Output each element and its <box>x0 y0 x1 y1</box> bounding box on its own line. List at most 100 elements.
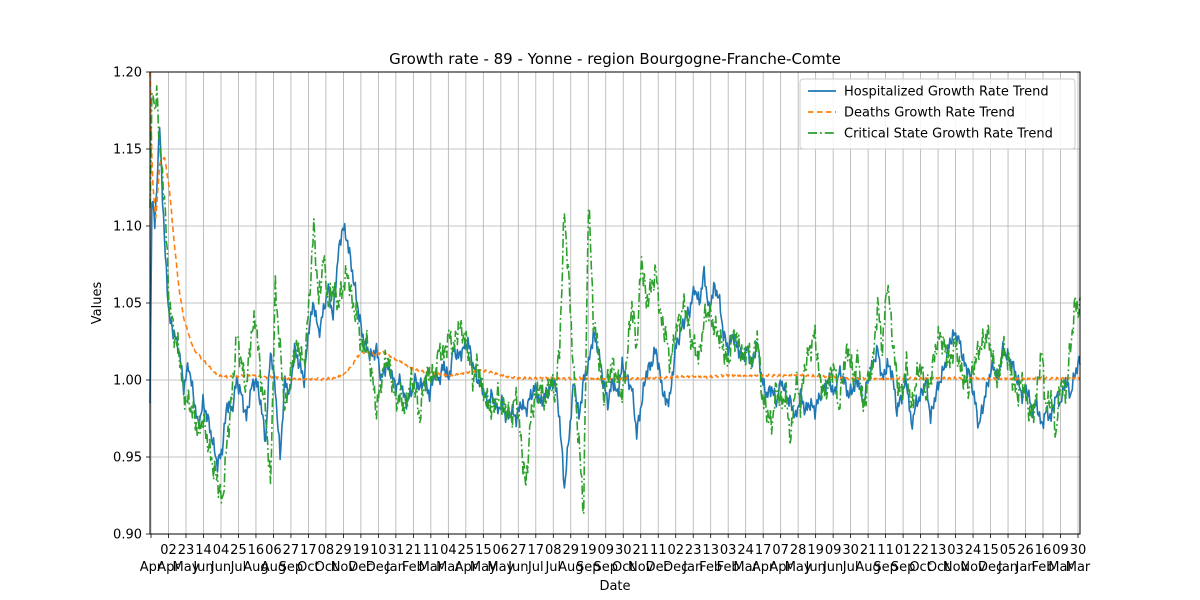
x-tick-day-label: 03 <box>720 543 737 558</box>
x-tick-day-label: 29 <box>335 543 352 558</box>
x-tick-day-label: 25 <box>230 543 247 558</box>
x-tick-day-label: 04 <box>440 543 457 558</box>
x-tick-day-label: 04 <box>213 543 230 558</box>
x-tick-month-label: Jun <box>804 560 825 575</box>
x-tick-month-label: Oct <box>315 560 337 575</box>
x-tick-month-label: Oct <box>909 560 931 575</box>
x-tick-month-label: Dec <box>663 560 688 575</box>
y-axis-ticks: 0.90 0.95 1.00 1.05 1.10 1.15 1.20 <box>113 66 150 543</box>
y-tick-label: 1.20 <box>113 66 142 81</box>
x-tick-month-label: Jul <box>527 560 544 575</box>
x-tick-day-label: 22 <box>912 543 929 558</box>
x-tick-day-label: 01 <box>895 543 912 558</box>
x-tick-month-label: Mar <box>419 560 444 575</box>
x-tick-month-label: Feb <box>1032 560 1055 575</box>
x-tick-month-label: Oct <box>297 560 319 575</box>
x-tick-month-label: Jun <box>822 560 843 575</box>
x-tick-month-label: Sep <box>279 560 304 575</box>
x-tick-month-label: Sep <box>891 560 916 575</box>
x-tick-day-label: 06 <box>265 543 282 558</box>
x-tick-day-label: 05 <box>1000 543 1017 558</box>
x-tick-month-label: Jan <box>1015 560 1036 575</box>
x-axis-label: Date <box>599 579 630 594</box>
x-tick-month-label: Nov <box>960 560 986 575</box>
x-tick-month-label: Sep <box>593 560 618 575</box>
x-tick-month-label: Jan <box>682 560 703 575</box>
x-tick-day-label: 07 <box>772 543 789 558</box>
x-tick-day-label: 19 <box>353 543 370 558</box>
x-tick-month-label: Aug <box>855 560 880 575</box>
x-tick-day-label: 16 <box>1035 543 1052 558</box>
x-tick-day-label: 09 <box>597 543 614 558</box>
x-tick-month-label: Aug <box>243 560 268 575</box>
x-tick-month-label: Jan <box>385 560 406 575</box>
plot-lines <box>149 71 1081 515</box>
x-tick-day-label: 27 <box>283 543 300 558</box>
x-tick-month-label: Nov <box>943 560 969 575</box>
x-tick-day-label: 14 <box>195 543 212 558</box>
x-tick-month-label: Jan <box>997 560 1018 575</box>
legend-label: Hospitalized Growth Rate Trend <box>844 85 1049 100</box>
x-tick-day-label: 09 <box>1052 543 1069 558</box>
x-tick-day-label: 21 <box>405 543 422 558</box>
series-line-3 <box>149 85 1081 515</box>
x-tick-month-label: May <box>487 560 514 575</box>
x-tick-month-label: Nov <box>628 560 654 575</box>
x-tick-month-label: Sep <box>576 560 601 575</box>
x-tick-day-label: 06 <box>493 543 510 558</box>
x-tick-month-label: Oct <box>927 560 949 575</box>
x-tick-day-label: 11 <box>423 543 440 558</box>
x-tick-month-label: Feb <box>717 560 740 575</box>
x-tick-day-label: 16 <box>248 543 265 558</box>
x-tick-day-label: 31 <box>388 543 405 558</box>
x-tick-day-label: 24 <box>965 543 982 558</box>
x-tick-day-label: 13 <box>702 543 719 558</box>
x-tick-month-label: May <box>173 560 200 575</box>
x-tick-month-label: Mar <box>1066 560 1091 575</box>
x-tick-day-label: 25 <box>458 543 475 558</box>
x-tick-day-label: 30 <box>1070 543 1087 558</box>
legend-box <box>799 78 1076 150</box>
x-tick-day-label: 28 <box>790 543 807 558</box>
x-tick-day-label: 21 <box>632 543 649 558</box>
x-axis-ticks: Apr02Apr23May14Jun04Jun25Jul16Aug06Aug27… <box>140 534 1091 575</box>
x-tick-month-label: Mar <box>733 560 758 575</box>
y-tick-label: 0.90 <box>113 528 142 543</box>
x-tick-month-label: Jul <box>230 560 247 575</box>
x-tick-month-label: Apr <box>455 560 478 575</box>
x-tick-day-label: 27 <box>510 543 527 558</box>
x-tick-day-label: 11 <box>650 543 667 558</box>
x-tick-month-label: Aug <box>558 560 583 575</box>
x-tick-day-label: 11 <box>877 543 894 558</box>
x-tick-month-label: Mar <box>436 560 461 575</box>
x-tick-month-label: May <box>470 560 497 575</box>
x-tick-day-label: 19 <box>807 543 824 558</box>
x-tick-month-label: Dec <box>366 560 391 575</box>
x-tick-month-label: May <box>785 560 812 575</box>
x-tick-day-label: 09 <box>825 543 842 558</box>
x-tick-month-label: Jun <box>192 560 213 575</box>
y-tick-label: 1.05 <box>113 297 142 312</box>
x-tick-month-label: Apr <box>752 560 775 575</box>
x-tick-month-label: Jun <box>210 560 231 575</box>
legend-label: Critical State Growth Rate Trend <box>844 127 1053 142</box>
x-tick-day-label: 08 <box>545 543 562 558</box>
x-tick-month-label: Aug <box>261 560 286 575</box>
chart-title: Growth rate - 89 - Yonne - region Bourgo… <box>389 50 841 68</box>
x-tick-month-label: Jun <box>507 560 528 575</box>
x-tick-day-label: 23 <box>685 543 702 558</box>
x-tick-day-label: 26 <box>1017 543 1034 558</box>
x-tick-month-label: Mar <box>1048 560 1073 575</box>
x-tick-day-label: 23 <box>178 543 195 558</box>
x-tick-month-label: Feb <box>699 560 722 575</box>
x-tick-month-label: Nov <box>331 560 357 575</box>
y-tick-label: 0.95 <box>113 451 142 466</box>
x-tick-month-label: Jul <box>842 560 859 575</box>
x-tick-day-label: 30 <box>842 543 859 558</box>
x-tick-month-label: Dec <box>348 560 373 575</box>
x-tick-day-label: 29 <box>563 543 580 558</box>
x-tick-month-label: Dec <box>978 560 1003 575</box>
x-tick-day-label: 30 <box>615 543 632 558</box>
x-tick-day-label: 03 <box>947 543 964 558</box>
x-tick-day-label: 02 <box>667 543 684 558</box>
